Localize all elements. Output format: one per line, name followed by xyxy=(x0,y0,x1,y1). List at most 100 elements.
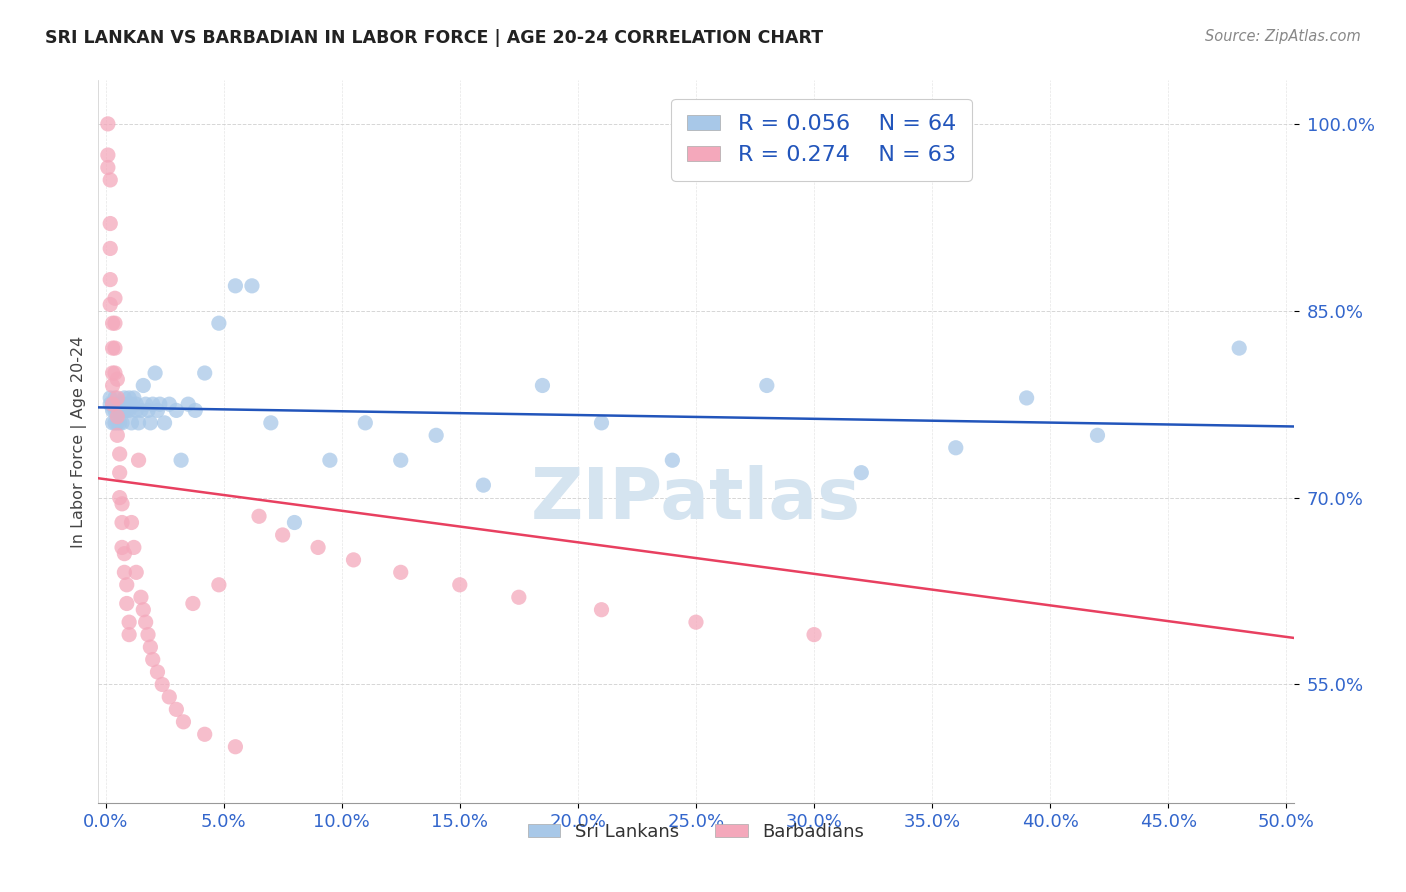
Point xyxy=(194,366,217,380)
Point xyxy=(98,297,121,311)
Point xyxy=(136,627,159,641)
Point xyxy=(104,416,127,430)
Point xyxy=(354,416,377,430)
Point xyxy=(98,397,121,411)
Point xyxy=(165,403,187,417)
Point xyxy=(389,453,412,467)
Point xyxy=(104,366,127,380)
Point xyxy=(139,640,162,654)
Point xyxy=(208,578,231,592)
Point xyxy=(661,453,683,467)
Point xyxy=(135,615,157,630)
Point xyxy=(803,627,825,641)
Point xyxy=(591,416,613,430)
Point xyxy=(129,403,152,417)
Point xyxy=(139,416,162,430)
Point xyxy=(531,378,554,392)
Legend: Sri Lankans, Barbadians: Sri Lankans, Barbadians xyxy=(520,815,872,848)
Point xyxy=(101,416,124,430)
Point xyxy=(132,603,155,617)
Point xyxy=(260,416,283,430)
Point xyxy=(105,403,128,417)
Point xyxy=(98,173,121,187)
Point xyxy=(105,409,128,424)
Point xyxy=(125,397,148,411)
Point xyxy=(101,366,124,380)
Point xyxy=(143,366,166,380)
Point xyxy=(112,391,135,405)
Point xyxy=(105,372,128,386)
Point xyxy=(101,378,124,392)
Point xyxy=(111,403,134,417)
Point xyxy=(135,397,157,411)
Point xyxy=(101,403,124,417)
Point xyxy=(121,397,143,411)
Point xyxy=(121,416,143,430)
Point xyxy=(98,272,121,286)
Point xyxy=(111,497,134,511)
Point xyxy=(149,397,172,411)
Point xyxy=(128,416,150,430)
Point xyxy=(98,217,121,231)
Point xyxy=(224,278,246,293)
Point xyxy=(247,509,270,524)
Point xyxy=(112,566,135,580)
Point xyxy=(112,547,135,561)
Point xyxy=(122,391,145,405)
Point xyxy=(172,714,194,729)
Point xyxy=(157,397,180,411)
Point xyxy=(685,615,707,630)
Point xyxy=(105,416,128,430)
Point xyxy=(508,591,530,605)
Point xyxy=(125,403,148,417)
Point xyxy=(449,578,471,592)
Point xyxy=(128,453,150,467)
Point xyxy=(97,161,120,175)
Point xyxy=(112,403,135,417)
Point xyxy=(177,397,200,411)
Point xyxy=(851,466,873,480)
Point xyxy=(98,242,121,256)
Point xyxy=(118,403,141,417)
Point xyxy=(118,615,141,630)
Point xyxy=(389,566,412,580)
Point xyxy=(101,316,124,330)
Point xyxy=(129,591,152,605)
Point xyxy=(1227,341,1250,355)
Point xyxy=(108,403,131,417)
Point xyxy=(425,428,447,442)
Point xyxy=(108,491,131,505)
Point xyxy=(921,117,943,131)
Point xyxy=(118,627,141,641)
Point xyxy=(101,341,124,355)
Point xyxy=(105,428,128,442)
Point xyxy=(104,341,127,355)
Point xyxy=(146,403,169,417)
Point xyxy=(224,739,246,754)
Point xyxy=(165,702,187,716)
Point xyxy=(97,117,120,131)
Point xyxy=(105,391,128,405)
Y-axis label: In Labor Force | Age 20-24: In Labor Force | Age 20-24 xyxy=(72,335,87,548)
Point xyxy=(108,416,131,430)
Point xyxy=(591,603,613,617)
Point xyxy=(319,453,342,467)
Point xyxy=(115,597,138,611)
Point xyxy=(194,727,217,741)
Point xyxy=(108,447,131,461)
Point xyxy=(111,397,134,411)
Point xyxy=(181,597,204,611)
Point xyxy=(101,397,124,411)
Point xyxy=(111,416,134,430)
Point xyxy=(97,148,120,162)
Point xyxy=(108,466,131,480)
Point xyxy=(157,690,180,704)
Point xyxy=(142,652,165,666)
Point xyxy=(208,316,231,330)
Point xyxy=(755,378,778,392)
Point xyxy=(122,541,145,555)
Point xyxy=(125,566,148,580)
Text: SRI LANKAN VS BARBADIAN IN LABOR FORCE | AGE 20-24 CORRELATION CHART: SRI LANKAN VS BARBADIAN IN LABOR FORCE |… xyxy=(45,29,823,46)
Point xyxy=(132,378,155,392)
Point xyxy=(101,397,124,411)
